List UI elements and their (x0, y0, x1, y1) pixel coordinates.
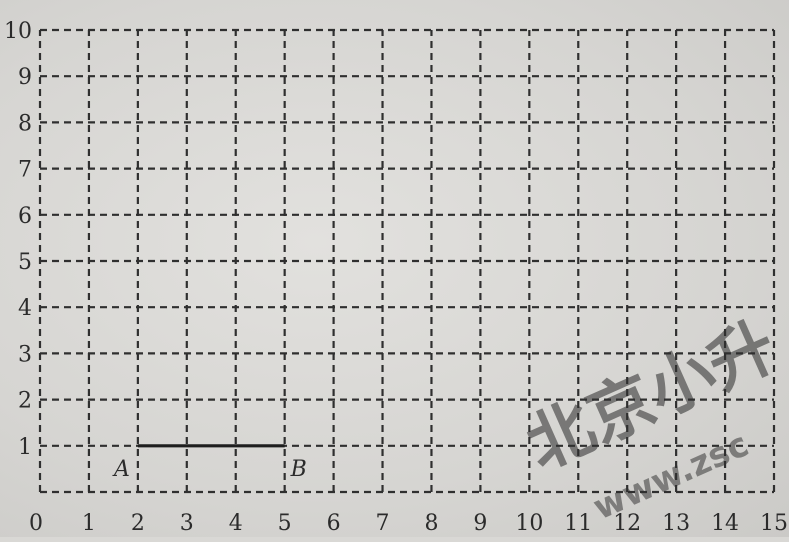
x-tick-label: 15 (760, 511, 788, 536)
y-tick-label: 9 (18, 65, 32, 90)
x-tick-label: 0 (29, 511, 43, 536)
x-tick-label: 6 (327, 511, 341, 536)
x-tick-label: 3 (180, 511, 194, 536)
x-tick-label: 9 (473, 511, 487, 536)
x-tick-label: 13 (662, 511, 690, 536)
point-label-a: A (112, 457, 130, 482)
y-tick-label: 8 (18, 111, 32, 136)
y-tick-label: 3 (18, 342, 32, 367)
point-label-b: B (290, 457, 307, 482)
x-tick-label: 12 (613, 511, 641, 536)
x-tick-label: 5 (278, 511, 292, 536)
x-tick-label: 1 (82, 511, 96, 536)
y-tick-label: 10 (4, 19, 32, 44)
y-tick-label: 5 (18, 250, 32, 275)
y-tick-label: 2 (18, 389, 32, 414)
x-tick-label: 10 (515, 511, 543, 536)
watermark: 北京小升 www.zsc (515, 307, 787, 528)
x-tick-label: 4 (229, 511, 243, 536)
x-tick-label: 2 (131, 511, 145, 536)
y-tick-label: 1 (18, 435, 32, 460)
x-axis-labels: 0 1 2 3 4 5 6 7 8 9 10 11 12 13 14 15 (29, 511, 788, 536)
y-tick-label: 6 (18, 204, 32, 229)
x-tick-label: 11 (564, 511, 592, 536)
x-tick-label: 7 (376, 511, 390, 536)
y-tick-label: 7 (18, 158, 32, 183)
y-tick-label: 4 (18, 296, 32, 321)
x-tick-label: 14 (711, 511, 739, 536)
x-tick-label: 8 (424, 511, 438, 536)
y-axis-labels: 1 2 3 4 5 6 7 8 9 10 (4, 19, 32, 460)
